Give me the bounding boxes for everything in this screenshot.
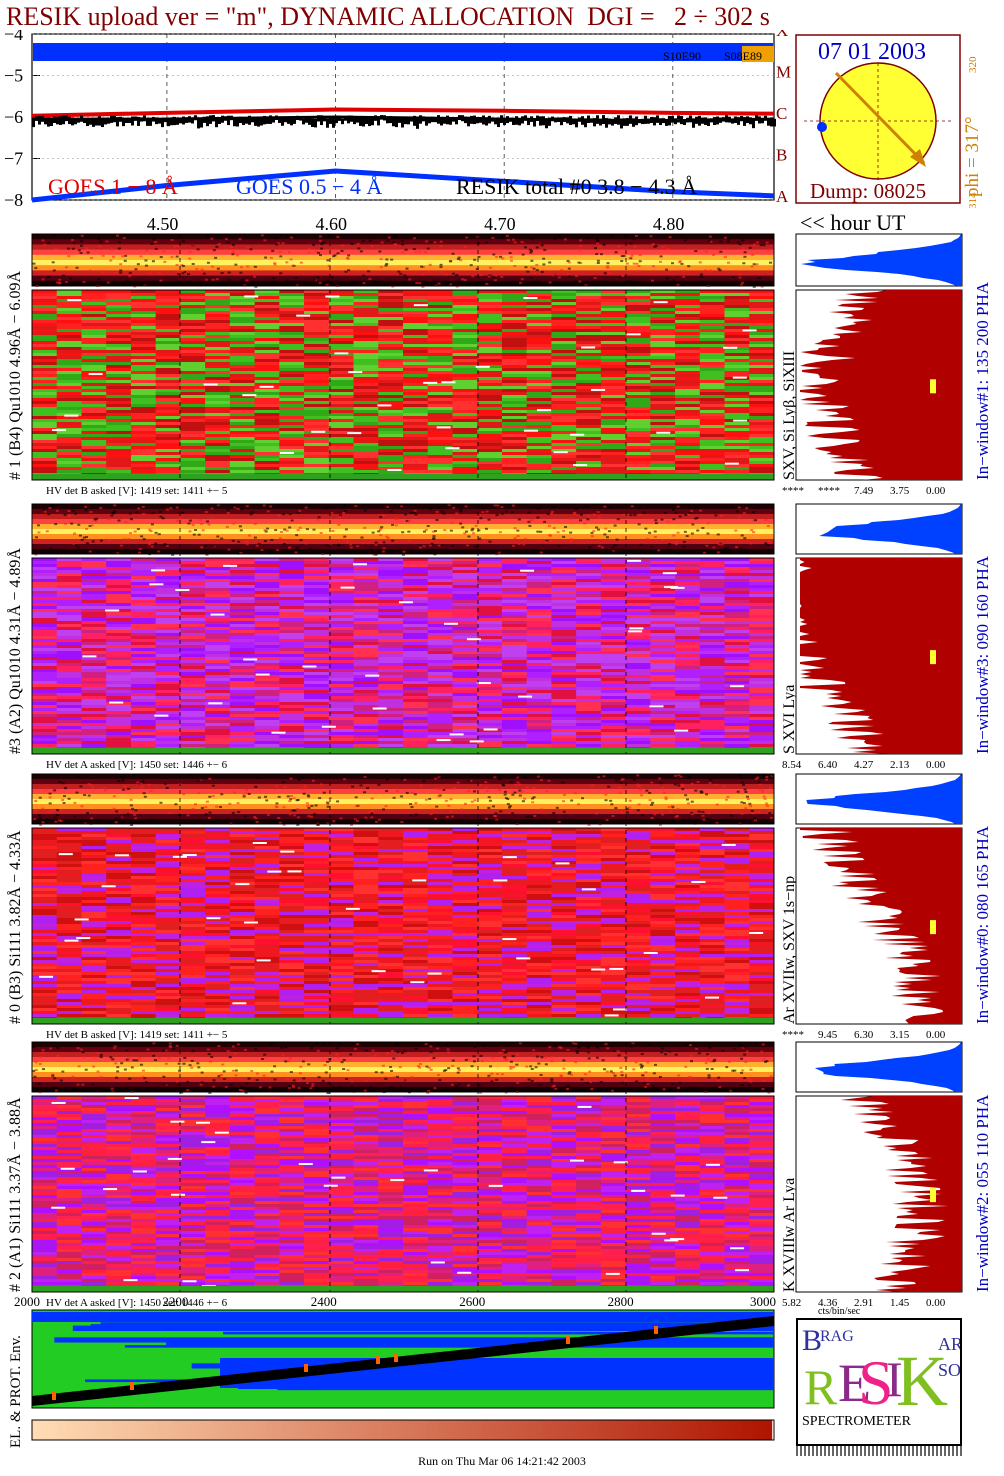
spectrum-profile-0 bbox=[800, 290, 962, 480]
svg-text:320: 320 bbox=[967, 56, 979, 73]
bottom-tick: 2200 bbox=[162, 1294, 188, 1309]
pha-histogram-2 bbox=[806, 774, 962, 824]
series-line-1 bbox=[31, 168, 775, 203]
logo: B RAG R E S I K SOL AR SPECTROMETER bbox=[796, 1318, 962, 1446]
scale-label: 1.45 bbox=[890, 1297, 910, 1309]
marker-s10e90: S10E90 bbox=[663, 49, 701, 63]
hv-label-1: HV det A asked [V]: 1450 set: 1446 +− 6 bbox=[46, 759, 228, 771]
channel-label-3: # 2 (A1) Si111 3.37Å − 3.88Å bbox=[6, 1097, 24, 1292]
bottom-tick: 2600 bbox=[459, 1294, 485, 1309]
channel-block-3: HV det A asked [V]: 1450 set: 1446 +− 6 #… bbox=[6, 1041, 992, 1309]
lc-ytick: −7 bbox=[4, 149, 23, 169]
goes-class-M: M bbox=[776, 63, 791, 82]
hv-label-3: HV det A asked [V]: 1450 set: 1446 +− 6 bbox=[46, 1297, 228, 1309]
pha-histogram-0 bbox=[800, 234, 962, 286]
scale-label: 5.82 bbox=[782, 1297, 801, 1309]
orbit-marker bbox=[817, 122, 827, 132]
env-panel: EL. & PROT. Env. bbox=[8, 1309, 775, 1448]
legend-goes-1-8: GOES 1 − 8 Å bbox=[48, 174, 178, 199]
window-label-3: In−window#2: 055 110 PHA bbox=[973, 1094, 992, 1292]
scale-label: 6.30 bbox=[854, 1029, 874, 1041]
scale-label: 0.00 bbox=[926, 759, 946, 771]
bottom-tick: 2400 bbox=[311, 1294, 337, 1309]
scale-label: 3.75 bbox=[890, 485, 910, 497]
scale-label: 4.27 bbox=[854, 759, 874, 771]
goes-class-B: B bbox=[776, 146, 787, 165]
channel-label-0: # 1 (B4) Qu1010 4.96Å − 6.09Å bbox=[6, 271, 24, 480]
spectrum-profile-3 bbox=[840, 1096, 962, 1292]
lc-xtick: 4.60 bbox=[316, 214, 348, 234]
pha-histogram-1 bbox=[819, 504, 962, 554]
channel-label-2: # 0 (B3) Si111 3.82Å − 4.33Å bbox=[6, 830, 24, 1024]
hour-ut-label: << hour UT bbox=[800, 210, 906, 235]
goes-high-band bbox=[33, 43, 773, 61]
scale-label: 0.00 bbox=[926, 1297, 946, 1309]
scale-label: 9.45 bbox=[818, 1029, 838, 1041]
lc-ytick: −8 bbox=[4, 190, 23, 210]
channel-label-1: #3 (A2) Qu1010 4.31Å − 4.89Å bbox=[6, 548, 24, 754]
footer-run-date: Run on Thu Mar 06 14:21:42 2003 bbox=[418, 1454, 586, 1468]
lc-ytick: −5 bbox=[4, 66, 23, 86]
scale-label: 4.36 bbox=[818, 1297, 838, 1309]
goes-class-X: X bbox=[776, 30, 788, 40]
window-label-1: In−window#3: 090 160 PHA bbox=[973, 555, 992, 754]
spectrum-profile-1 bbox=[800, 558, 962, 754]
lc-xtick: 4.50 bbox=[147, 214, 179, 234]
bottom-tick: 3000 bbox=[750, 1294, 776, 1309]
lightcurve-chart: −4 −5 −6 −7 −8 4.50 4.60 4.70 4.80 S10E90 S08E8… bbox=[4, 30, 906, 235]
scale-label: **** bbox=[782, 1029, 804, 1041]
scale-label: 0.00 bbox=[926, 1029, 946, 1041]
goes-class-A: A bbox=[776, 187, 789, 206]
legend-resik-total: RESIK total #0 3.8 − 4.3 Å bbox=[456, 174, 697, 199]
scale-label: 0.00 bbox=[926, 485, 946, 497]
line-label-3: K XVIIIw Ar Lya bbox=[781, 1178, 798, 1292]
channel-block-0: HV det B asked [V]: 1419 set: 1411 +− 5 #… bbox=[6, 233, 992, 497]
legend-goes-05-4: GOES 0.5 − 4 Å bbox=[236, 174, 382, 199]
orbit-date: 07 01 2003 bbox=[818, 39, 926, 65]
scale-label: 2.91 bbox=[854, 1297, 873, 1309]
scale-label: **** bbox=[782, 485, 804, 497]
pha-histogram-3 bbox=[814, 1042, 962, 1092]
env-label: EL. & PROT. Env. bbox=[8, 1335, 24, 1448]
line-label-0: SXV, Si Lyβ, SiXIII bbox=[781, 351, 798, 480]
lc-xtick: 4.70 bbox=[484, 214, 516, 234]
line-label-1: S XVI Lya bbox=[781, 685, 798, 754]
hv-label-0: HV det B asked [V]: 1419 set: 1411 +− 5 bbox=[46, 485, 228, 497]
scale-label: 2.13 bbox=[890, 759, 910, 771]
series-line-0 bbox=[31, 107, 775, 118]
phi-label: phi = 317° bbox=[962, 116, 983, 197]
bottom-tick: 2000 bbox=[14, 1294, 40, 1309]
marker-s08e89: S08E89 bbox=[724, 49, 762, 63]
bottom-axis: 2000 2200 2400 2600 2800 3000 cts/bin/sec bbox=[14, 1294, 861, 1316]
lc-xtick: 4.80 bbox=[653, 214, 685, 234]
hv-label-2: HV det B asked [V]: 1419 set: 1411 +− 5 bbox=[46, 1029, 228, 1041]
bottom-tick: 2800 bbox=[608, 1294, 634, 1309]
goes-class-C: C bbox=[776, 104, 787, 123]
svg-text:314: 314 bbox=[967, 192, 979, 208]
scale-label: **** bbox=[818, 485, 840, 497]
line-label-2: Ar XVIIw, SXV 1s−np bbox=[781, 876, 798, 1024]
channel-block-1: HV det A asked [V]: 1450 set: 1446 +− 6 #… bbox=[6, 503, 992, 771]
scale-label: 7.49 bbox=[854, 485, 874, 497]
dump-label: Dump: 08025 bbox=[810, 179, 926, 203]
page-title: RESIK upload ver = "m", DYNAMIC ALLOCATI… bbox=[6, 2, 770, 31]
scale-label: 8.54 bbox=[782, 759, 802, 771]
window-label-2: In−window#0: 080 165 PHA bbox=[973, 825, 992, 1024]
lc-ytick: −6 bbox=[4, 107, 23, 127]
scale-label: 6.40 bbox=[818, 759, 838, 771]
spectrum-profile-2 bbox=[800, 828, 962, 1024]
window-label-0: In−window#1: 135 200 PHA bbox=[973, 281, 992, 480]
orbit-panel: 07 01 2003 Dump: 08025 phi = 317° 320 31… bbox=[795, 34, 983, 208]
logo-fineprint bbox=[796, 1446, 962, 1456]
scale-label: 3.15 bbox=[890, 1029, 910, 1041]
lc-ytick: −4 bbox=[4, 30, 23, 44]
channel-block-2: HV det B asked [V]: 1419 set: 1411 +− 5 #… bbox=[6, 773, 992, 1041]
